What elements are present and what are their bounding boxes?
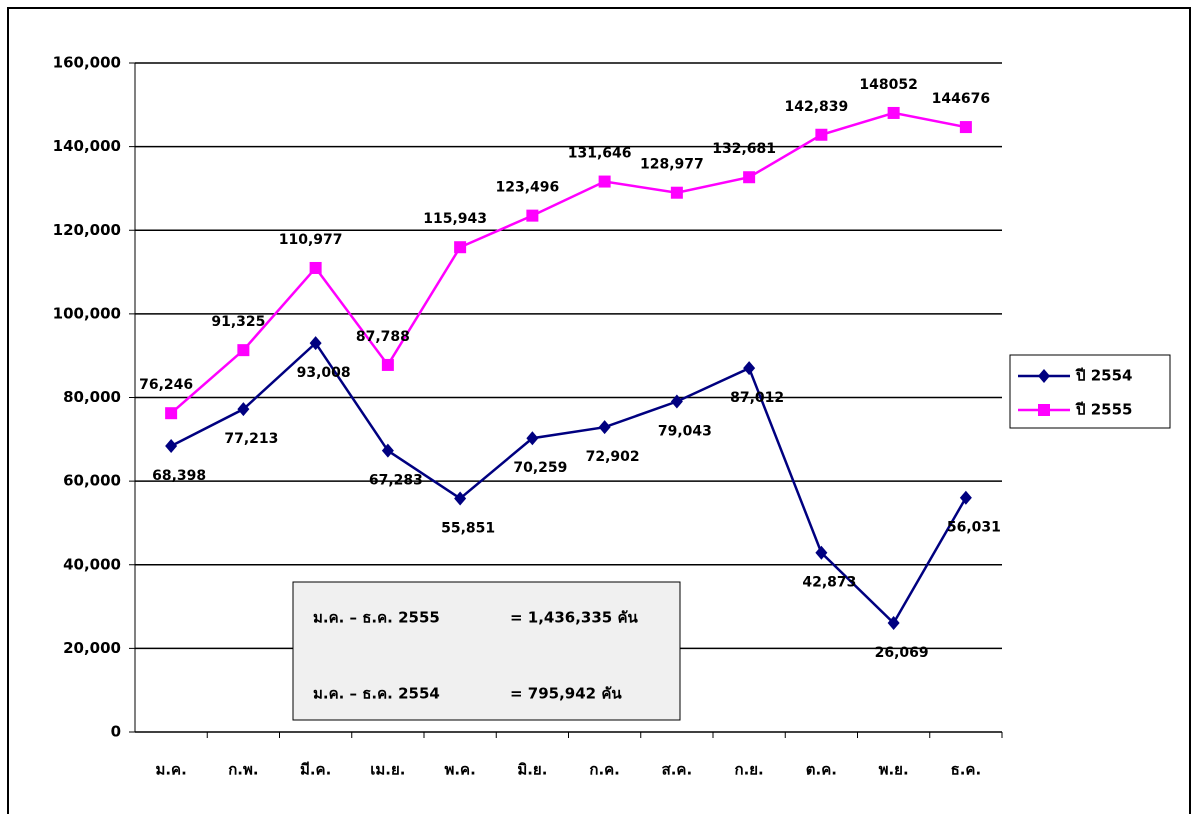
x-tick-label: ก.ย.	[734, 761, 763, 779]
data-label: 110,977	[279, 232, 343, 248]
data-point	[454, 241, 467, 254]
x-tick-label: มี.ค.	[300, 761, 331, 779]
annotation-period: ม.ค. – ธ.ค. 2555	[313, 609, 440, 627]
data-point	[815, 128, 828, 141]
data-point	[959, 490, 972, 505]
data-label: 123,496	[495, 180, 559, 196]
data-point	[743, 361, 756, 376]
legend-label: ปี 2554	[1075, 367, 1132, 385]
data-label: 115,943	[423, 211, 487, 227]
x-tick-label: ธ.ค.	[951, 761, 982, 779]
data-label: 68,398	[152, 468, 206, 484]
y-tick-label: 0	[111, 723, 121, 741]
data-label: 142,839	[784, 99, 848, 115]
data-point	[815, 545, 828, 560]
x-tick-label: ต.ค.	[806, 761, 837, 779]
x-tick-label: ม.ค.	[155, 761, 186, 779]
annotation-box	[292, 581, 681, 721]
y-tick-label: 80,000	[63, 388, 121, 406]
data-point	[887, 615, 900, 630]
data-point	[526, 431, 539, 446]
y-tick-label: 20,000	[63, 639, 121, 657]
x-tick-label: เม.ย.	[370, 761, 405, 779]
data-point	[598, 175, 611, 188]
data-label: 91,325	[211, 314, 265, 330]
data-label: 87,788	[356, 329, 410, 345]
data-point	[237, 402, 250, 417]
data-point	[165, 407, 178, 420]
x-tick-label: พ.ย.	[879, 761, 909, 779]
y-tick-label: 60,000	[63, 472, 121, 490]
data-label: 144676	[932, 91, 990, 107]
y-tick-label: 100,000	[53, 304, 121, 322]
data-label: 148052	[859, 77, 917, 93]
y-tick-label: 140,000	[53, 137, 121, 155]
data-point	[887, 106, 900, 119]
data-point	[237, 344, 250, 357]
x-tick-label: พ.ค.	[444, 761, 475, 779]
y-tick-label: 40,000	[63, 555, 121, 573]
data-label: 70,259	[513, 460, 567, 476]
data-point	[309, 261, 322, 274]
y-tick-label: 160,000	[53, 54, 121, 72]
data-point	[381, 358, 394, 371]
data-point	[670, 394, 683, 409]
data-label: 76,246	[139, 377, 193, 393]
data-point	[526, 209, 539, 222]
legend-marker	[1038, 369, 1050, 383]
data-label: 67,283	[369, 473, 423, 489]
x-tick-label: ก.พ.	[228, 761, 258, 779]
x-tick-label: ส.ค.	[662, 761, 693, 779]
data-label: 26,069	[875, 645, 929, 661]
annotation-period: ม.ค. – ธ.ค. 2554	[313, 685, 440, 703]
annotation-total: = 1,436,335 คัน	[510, 609, 639, 627]
legend-marker	[1038, 404, 1050, 416]
data-point	[743, 171, 756, 184]
data-label: 87,012	[730, 390, 784, 406]
data-label: 93,008	[297, 365, 351, 381]
data-label: 56,031	[947, 520, 1001, 536]
data-point	[165, 439, 178, 454]
series-line	[170, 111, 967, 415]
legend-label: ปี 2555	[1075, 401, 1132, 419]
data-label: 128,977	[640, 157, 704, 173]
series-line	[170, 341, 967, 626]
data-label: 132,681	[712, 141, 776, 157]
data-point	[309, 336, 322, 351]
data-label: 42,873	[802, 575, 856, 591]
data-label: 79,043	[658, 424, 712, 440]
data-label: 72,902	[586, 449, 640, 465]
data-point	[598, 420, 611, 435]
annotation-total: = 795,942 คัน	[510, 685, 622, 703]
data-label: 131,646	[568, 146, 632, 162]
data-point	[381, 443, 394, 458]
data-point	[454, 491, 467, 506]
data-point	[959, 121, 972, 134]
data-label: 77,213	[224, 431, 278, 447]
y-tick-label: 120,000	[53, 221, 121, 239]
legend	[1009, 354, 1171, 429]
data-point	[670, 186, 683, 199]
x-tick-label: มิ.ย.	[517, 761, 547, 779]
x-tick-label: ก.ค.	[589, 761, 620, 779]
data-label: 55,851	[441, 520, 495, 536]
